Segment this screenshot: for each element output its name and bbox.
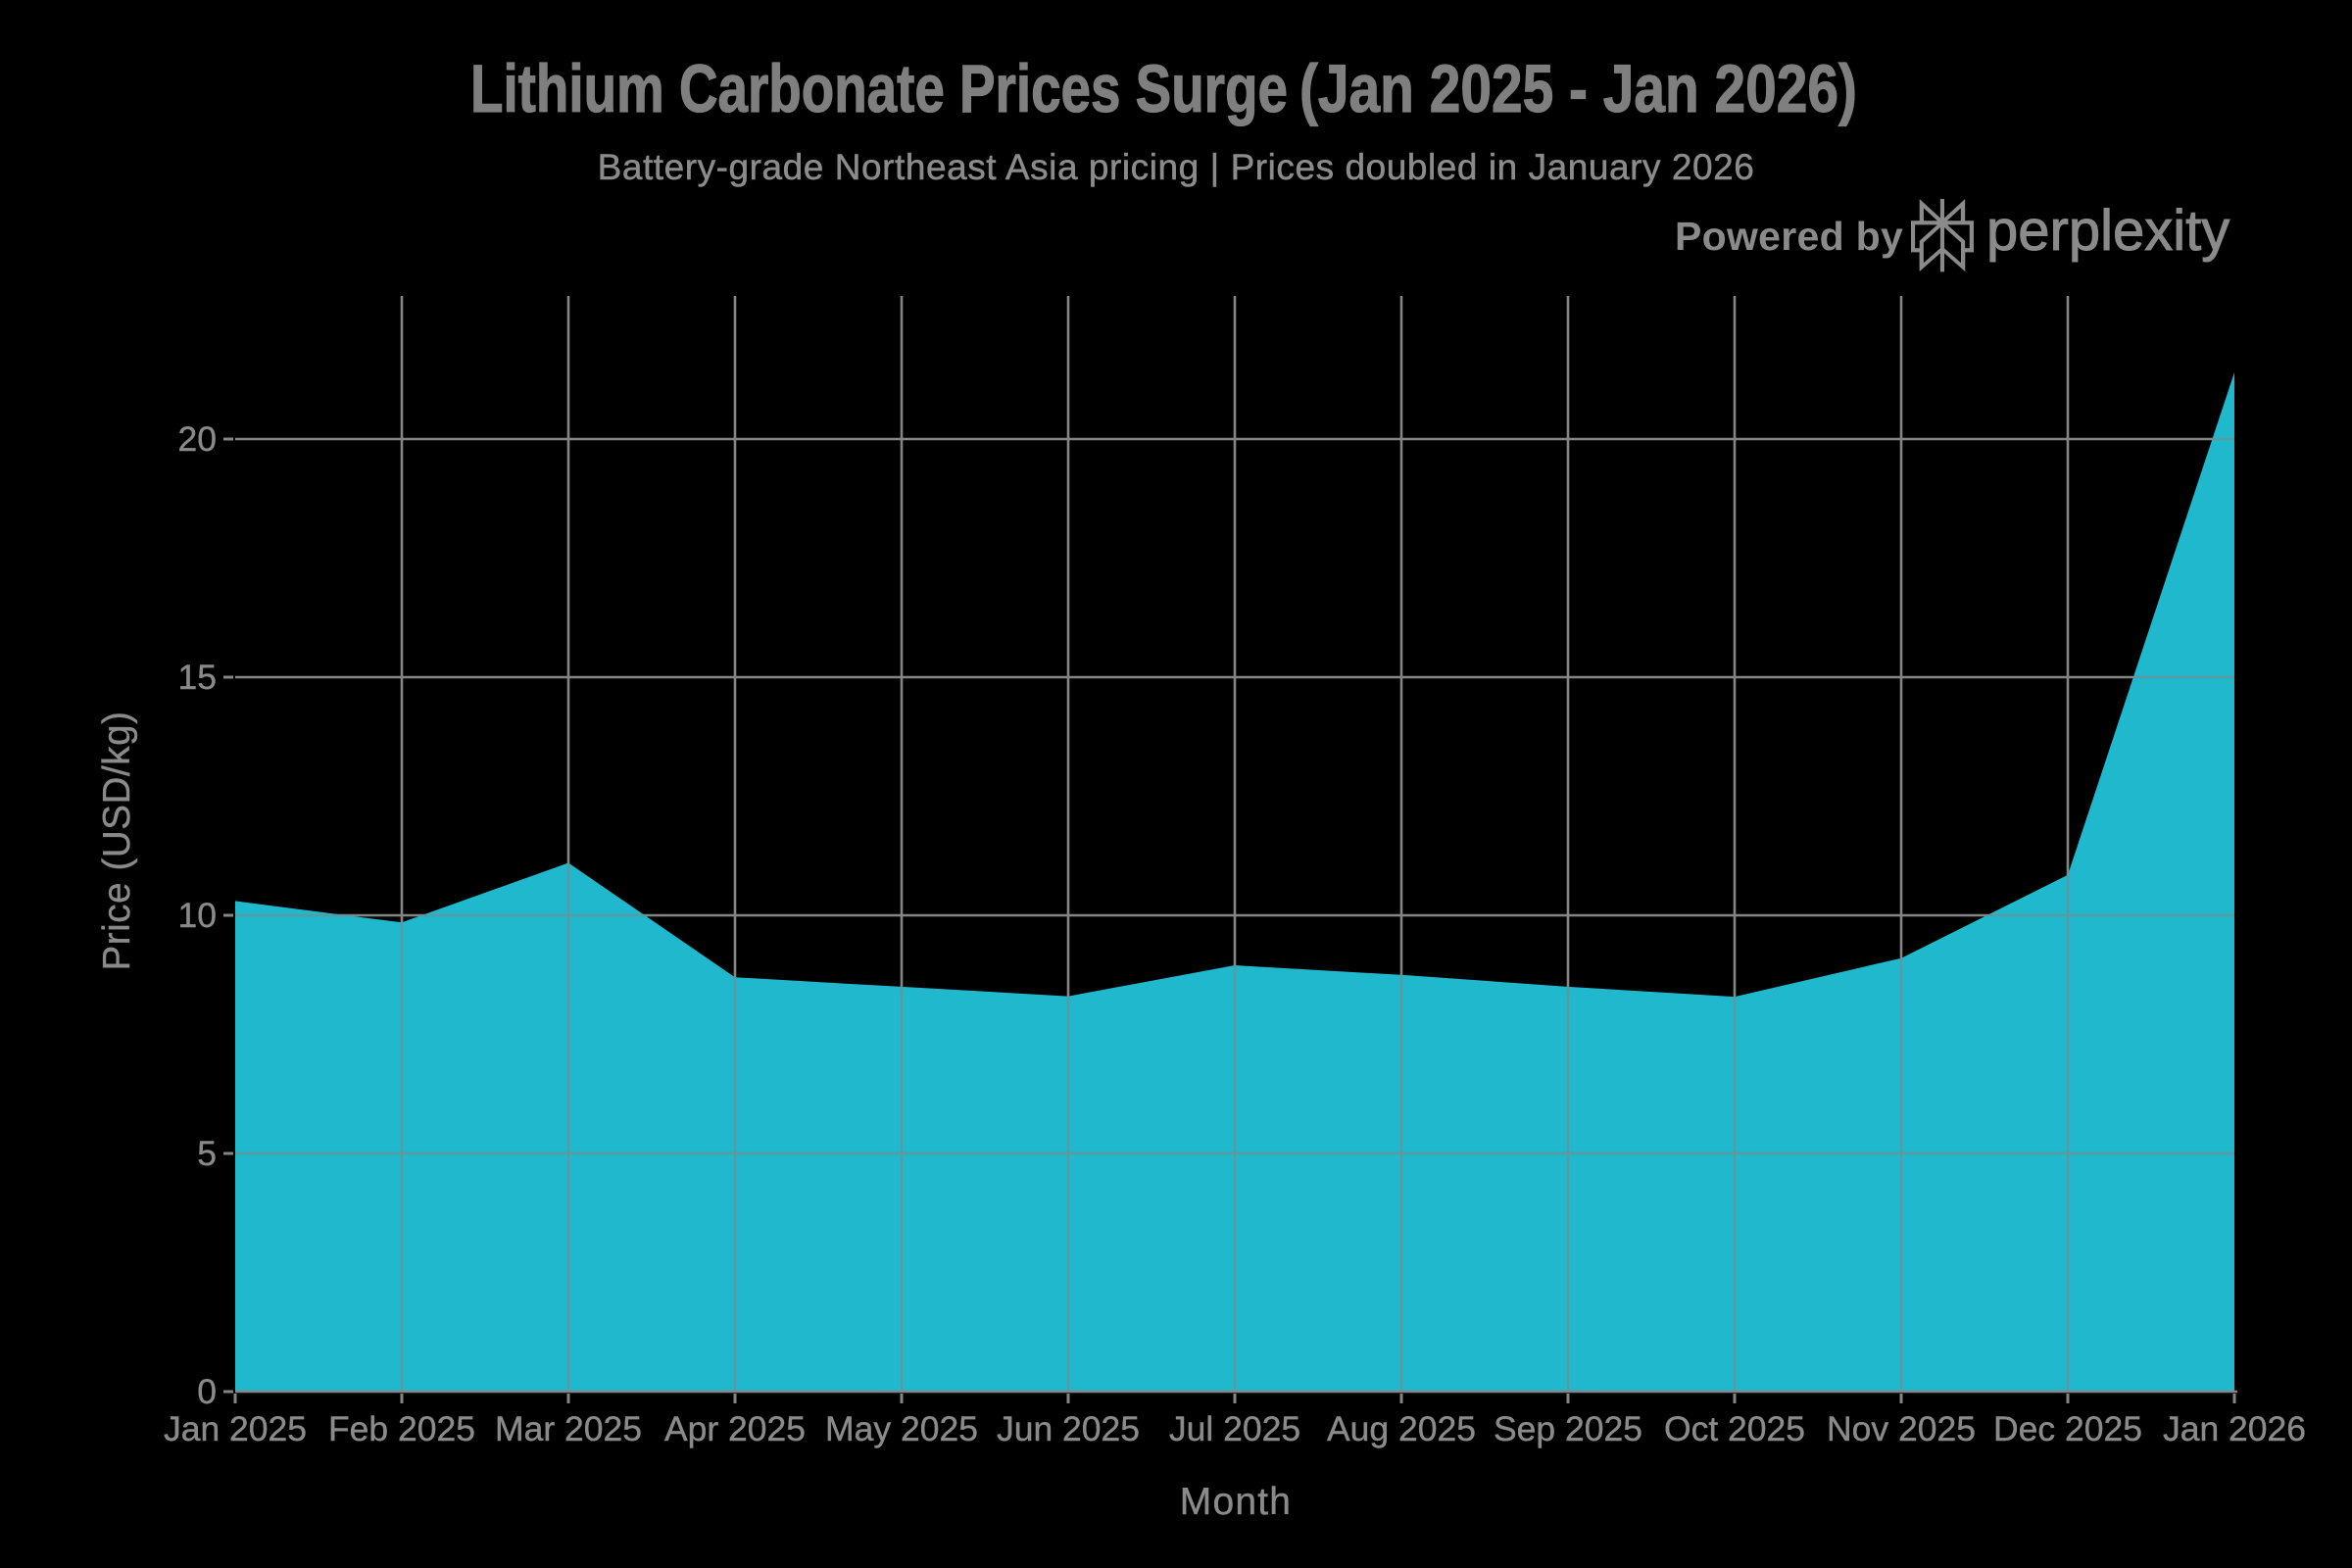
svg-text:Oct 2025: Oct 2025 xyxy=(1664,1409,1805,1448)
svg-text:May 2025: May 2025 xyxy=(825,1409,978,1448)
svg-text:Jun 2025: Jun 2025 xyxy=(997,1409,1140,1448)
svg-text:Jan 2026: Jan 2026 xyxy=(2163,1409,2306,1448)
svg-text:Lithium Carbonate Prices Surge: Lithium Carbonate Prices Surge xyxy=(470,52,1288,126)
svg-text:Feb 2025: Feb 2025 xyxy=(328,1409,475,1448)
svg-text:10: 10 xyxy=(178,896,218,935)
svg-text:Jul 2025: Jul 2025 xyxy=(1169,1409,1300,1448)
svg-text:Aug 2025: Aug 2025 xyxy=(1327,1409,1476,1448)
svg-text:Month: Month xyxy=(1180,1481,1292,1523)
svg-text:15: 15 xyxy=(178,658,218,697)
svg-text:Jan 2025: Jan 2025 xyxy=(164,1409,307,1448)
svg-text:(Jan 2025 - Jan 2026): (Jan 2025 - Jan 2026) xyxy=(1299,52,1857,126)
svg-text:Apr 2025: Apr 2025 xyxy=(664,1409,806,1448)
svg-text:perplexity: perplexity xyxy=(1986,199,2230,263)
svg-text:20: 20 xyxy=(178,419,218,459)
svg-text:Powered by: Powered by xyxy=(1675,214,1903,259)
svg-text:Battery-grade Northeast Asia p: Battery-grade Northeast Asia pricing | P… xyxy=(598,147,1755,187)
svg-text:Dec 2025: Dec 2025 xyxy=(1993,1409,2142,1448)
svg-text:Price (USD/kg): Price (USD/kg) xyxy=(96,710,138,970)
svg-text:5: 5 xyxy=(197,1134,217,1173)
svg-text:Mar 2025: Mar 2025 xyxy=(495,1409,642,1448)
svg-text:0: 0 xyxy=(197,1372,217,1411)
svg-text:Nov 2025: Nov 2025 xyxy=(1827,1409,1976,1448)
svg-text:Sep 2025: Sep 2025 xyxy=(1494,1409,1642,1448)
